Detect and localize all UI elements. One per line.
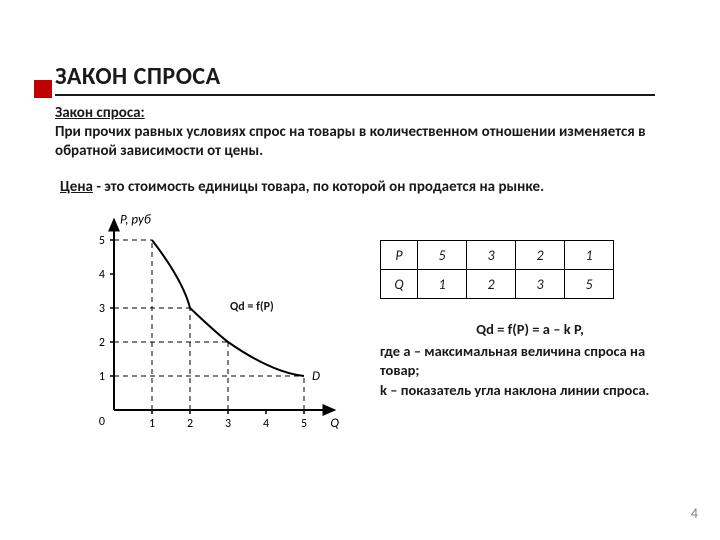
- svg-text:5: 5: [301, 417, 307, 431]
- table-cell: 5: [418, 241, 467, 270]
- svg-text:5: 5: [99, 234, 105, 248]
- pq-table: P 5 3 2 1 Q 1 2 3 5: [380, 240, 614, 299]
- svg-text:D: D: [312, 369, 320, 384]
- table-cell: 1: [565, 241, 614, 270]
- table-cell: 2: [467, 270, 516, 299]
- table-cell: 3: [467, 241, 516, 270]
- svg-text:1: 1: [149, 417, 155, 431]
- table-row: P 5 3 2 1: [381, 241, 614, 270]
- svg-text:0: 0: [99, 415, 105, 429]
- price-label: Цена: [60, 178, 93, 196]
- svg-text:2: 2: [187, 417, 193, 431]
- svg-text:3: 3: [99, 302, 105, 316]
- table-cell: 3: [516, 270, 565, 299]
- law-heading: Закон спроса:: [55, 104, 145, 122]
- svg-text:4: 4: [263, 417, 269, 431]
- svg-text:P, руб: P, руб: [120, 213, 151, 228]
- svg-text:3: 3: [225, 417, 231, 431]
- accent-block: [34, 80, 52, 98]
- chart-svg: 1 2 3 4 5 1 2 3 4 5 0 P, руб Q, шт. D: [80, 210, 340, 440]
- law-body: При прочих равных условиях спрос на това…: [55, 123, 646, 160]
- svg-text:2: 2: [99, 336, 105, 350]
- svg-text:1: 1: [99, 370, 105, 384]
- formula-description: где a – максимальная величина спроса на …: [380, 342, 680, 401]
- law-text: Закон спроса: При прочих равных условиях…: [55, 104, 665, 160]
- formula-line: Qd = f(P) = a – k P,: [380, 320, 680, 340]
- row-header-q: Q: [381, 270, 418, 299]
- curve-function-label: Qd = f(P): [230, 300, 274, 314]
- svg-text:4: 4: [99, 268, 105, 282]
- price-body: - это стоимость единицы товара, по котор…: [93, 178, 544, 196]
- row-header-p: P: [381, 241, 418, 270]
- svg-text:Q, шт.: Q, шт.: [330, 416, 340, 431]
- table-cell: 1: [418, 270, 467, 299]
- title-underline: [55, 94, 655, 96]
- slide-title: ЗАКОН СПРОСА: [55, 62, 221, 91]
- price-definition: Цена - это стоимость единицы товара, по …: [60, 178, 670, 196]
- table-row: Q 1 2 3 5: [381, 270, 614, 299]
- table-cell: 2: [516, 241, 565, 270]
- formula-block: Qd = f(P) = a – k P, где a – максимальна…: [380, 320, 680, 400]
- demand-chart: 1 2 3 4 5 1 2 3 4 5 0 P, руб Q, шт. D: [80, 210, 340, 440]
- page-number: 4: [691, 505, 698, 522]
- table-cell: 5: [565, 270, 614, 299]
